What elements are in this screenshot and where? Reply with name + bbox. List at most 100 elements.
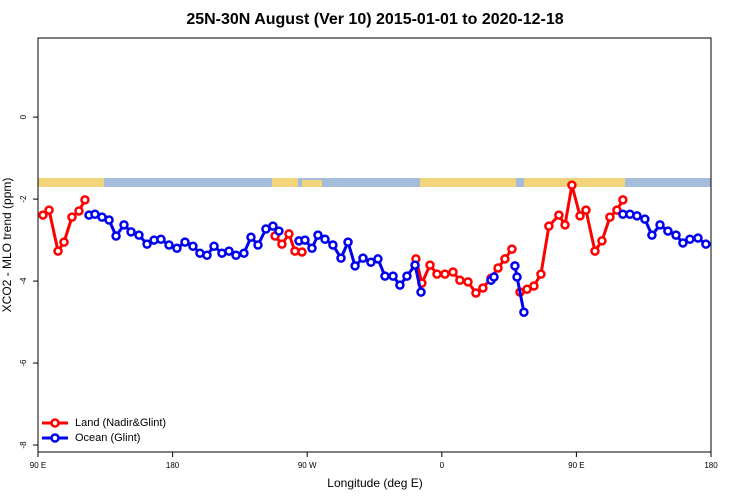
point xyxy=(277,239,287,249)
y-tick-label: -2 xyxy=(19,195,28,203)
point xyxy=(567,180,577,190)
point xyxy=(246,232,256,242)
legend-label: Ocean (Glint) xyxy=(75,432,140,444)
map-strip xyxy=(38,178,711,187)
point xyxy=(500,254,510,264)
x-tick-label: 90 W xyxy=(298,461,317,470)
point xyxy=(343,237,353,247)
point xyxy=(313,230,323,240)
point xyxy=(432,269,442,279)
point xyxy=(544,221,554,231)
point xyxy=(164,240,174,250)
point xyxy=(380,271,390,281)
y-tick-label: -6 xyxy=(19,359,28,367)
chart-title: 25N-30N August (Ver 10) 2015-01-01 to 20… xyxy=(186,11,563,28)
point xyxy=(53,246,63,256)
point xyxy=(701,239,711,249)
point xyxy=(554,210,564,220)
point xyxy=(402,271,412,281)
point xyxy=(284,229,294,239)
point xyxy=(336,253,346,263)
point xyxy=(693,233,703,243)
point xyxy=(512,272,522,282)
point xyxy=(253,240,263,250)
land-strip xyxy=(420,178,516,187)
point xyxy=(307,243,317,254)
legend-label: Land (Nadir&Glint) xyxy=(75,417,166,429)
point xyxy=(172,243,182,254)
x-tick-label: 180 xyxy=(704,461,718,470)
point xyxy=(111,231,121,241)
point xyxy=(209,241,219,251)
point xyxy=(605,212,615,222)
point xyxy=(507,244,517,254)
legend-marker xyxy=(50,433,60,443)
y-axis-label: XCO2 - MLO trend (ppm) xyxy=(0,178,14,313)
point xyxy=(74,206,84,216)
point xyxy=(297,247,307,257)
point xyxy=(274,226,284,236)
point xyxy=(416,287,426,297)
point xyxy=(560,220,570,230)
land-strip xyxy=(38,178,104,187)
point xyxy=(180,237,190,247)
point xyxy=(647,230,657,240)
y-tick-label: -4 xyxy=(19,277,28,285)
point xyxy=(471,288,481,298)
point xyxy=(366,257,376,267)
point xyxy=(38,210,48,220)
point xyxy=(618,195,628,205)
point xyxy=(529,281,539,291)
point xyxy=(134,230,144,240)
x-tick-label: 90 E xyxy=(568,461,584,470)
point xyxy=(493,263,503,273)
point xyxy=(395,280,405,290)
point xyxy=(67,212,77,222)
ocean-strip xyxy=(38,178,711,187)
point xyxy=(350,261,360,271)
x-tick-label: 90 E xyxy=(30,461,46,470)
point xyxy=(142,239,152,249)
point xyxy=(581,205,591,215)
point xyxy=(612,205,622,215)
point xyxy=(478,283,488,293)
point xyxy=(119,220,129,230)
point xyxy=(59,237,69,247)
plot-frame xyxy=(37,37,712,453)
point xyxy=(663,226,673,236)
point xyxy=(632,211,642,221)
point xyxy=(126,227,136,237)
point xyxy=(519,307,529,317)
point xyxy=(44,205,54,215)
point xyxy=(300,235,310,245)
point xyxy=(489,272,499,282)
point xyxy=(575,211,585,221)
point xyxy=(425,260,435,270)
point xyxy=(410,260,420,270)
point xyxy=(510,261,520,271)
point xyxy=(104,215,114,225)
land-strip xyxy=(272,178,298,187)
point xyxy=(373,254,383,264)
point xyxy=(202,250,212,260)
point xyxy=(328,240,338,250)
point xyxy=(156,234,166,245)
point xyxy=(678,238,688,248)
point xyxy=(685,234,695,245)
point xyxy=(80,195,90,205)
point xyxy=(358,253,368,263)
point xyxy=(640,214,650,224)
point xyxy=(388,271,398,281)
legend-marker xyxy=(50,418,60,428)
y-tick-label: 0 xyxy=(19,114,28,119)
point xyxy=(463,277,473,287)
point xyxy=(536,269,546,279)
point xyxy=(188,241,198,251)
point xyxy=(455,275,465,286)
point xyxy=(655,220,665,230)
point xyxy=(448,267,458,277)
land-strip xyxy=(302,180,322,187)
point xyxy=(597,236,607,246)
